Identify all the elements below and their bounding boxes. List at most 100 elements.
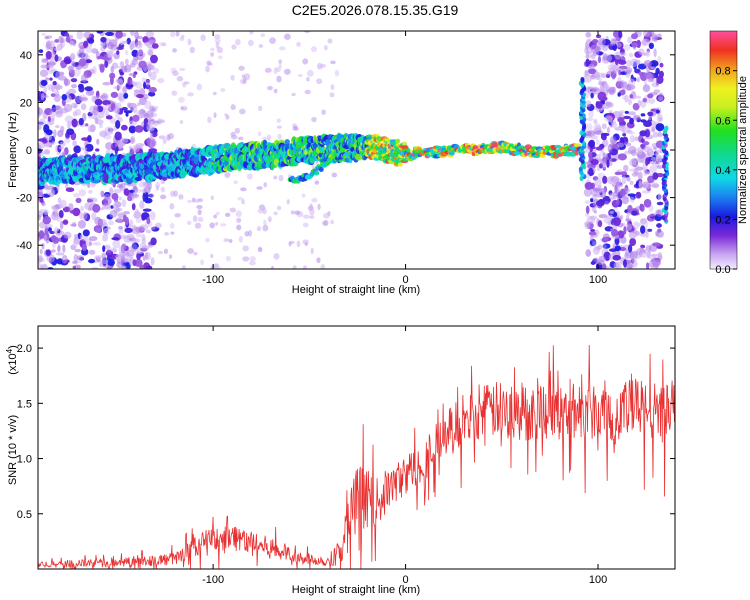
spectral-blob xyxy=(114,131,122,141)
spectral-blob xyxy=(127,195,133,202)
spectral-blob xyxy=(582,117,587,123)
spectral-blob xyxy=(99,41,106,47)
spectral-blob xyxy=(617,117,625,123)
spectrogram-y-axis-title: Frequency (Hz) xyxy=(7,112,19,188)
spectral-blob xyxy=(195,199,200,203)
spectral-blob xyxy=(150,211,156,221)
spectral-blob xyxy=(625,223,633,231)
spectral-blob xyxy=(590,198,594,203)
spectral-blob xyxy=(95,255,103,259)
spectral-blob xyxy=(105,115,113,120)
spectral-blob xyxy=(146,217,151,225)
spectral-blob xyxy=(263,181,268,188)
spectral-blob xyxy=(630,210,638,216)
spectral-blob xyxy=(642,38,650,46)
spectral-blob xyxy=(397,162,404,167)
spectral-blob xyxy=(288,241,292,247)
spectral-blob xyxy=(139,142,144,151)
spectral-blob xyxy=(124,58,129,66)
spectral-blob xyxy=(597,244,603,250)
spectral-blob xyxy=(79,212,83,220)
colorbar-tick-label: 0.6 xyxy=(715,115,730,127)
spectral-blob xyxy=(142,192,146,202)
spectral-blob xyxy=(629,237,637,247)
spectral-blob xyxy=(648,42,654,50)
spectral-blob xyxy=(609,136,617,145)
spectral-blob xyxy=(647,175,655,184)
spectral-blob xyxy=(262,224,269,232)
spectral-blob xyxy=(215,211,220,216)
spectral-blob xyxy=(102,203,111,210)
spectral-blob xyxy=(124,50,129,55)
spectral-blob xyxy=(620,171,628,176)
spectral-blob xyxy=(38,261,41,269)
spectral-blob xyxy=(196,83,203,91)
spectral-blob xyxy=(128,125,137,134)
spectral-blob xyxy=(316,78,323,85)
spectral-blob xyxy=(96,31,104,34)
spectral-blob xyxy=(145,229,152,234)
spectral-blob xyxy=(72,239,78,249)
spectral-blob xyxy=(262,139,268,149)
spectral-blob xyxy=(67,88,77,95)
spectral-blob xyxy=(122,40,128,44)
spectral-blob xyxy=(143,81,147,90)
spectral-blob xyxy=(118,226,124,230)
spectral-blob xyxy=(602,175,608,184)
spectral-blob xyxy=(229,207,237,213)
spectral-blob xyxy=(291,92,296,97)
spectral-blob xyxy=(47,70,54,75)
spectral-blob xyxy=(329,92,335,98)
spectral-blob xyxy=(112,239,121,249)
spectral-blob xyxy=(183,81,190,85)
spectral-blob xyxy=(142,188,147,195)
spectral-blob xyxy=(153,105,159,110)
spectral-blob xyxy=(600,134,606,140)
spectral-blob xyxy=(627,204,633,214)
spectral-blob xyxy=(117,207,123,212)
spectral-blob xyxy=(652,131,659,138)
spectral-blob xyxy=(86,198,94,203)
spectral-blob xyxy=(155,181,161,189)
spectral-blob xyxy=(141,234,146,242)
spectral-blob xyxy=(133,89,140,93)
spectral-blob xyxy=(656,156,662,164)
spectral-blob xyxy=(248,229,253,237)
spectral-blob xyxy=(624,110,629,114)
spectral-blob xyxy=(618,31,623,39)
spectral-blob xyxy=(643,120,652,128)
spectral-blob xyxy=(149,71,157,81)
spectral-blob xyxy=(56,258,64,265)
spectral-blob xyxy=(169,203,175,210)
spectral-blob xyxy=(71,260,78,265)
spectral-blob xyxy=(98,112,105,119)
spectral-blob xyxy=(617,153,627,161)
spectral-blob xyxy=(173,190,178,197)
spectral-blob xyxy=(235,210,242,218)
spectral-blob xyxy=(315,161,319,165)
spectral-blob xyxy=(637,171,643,180)
spectral-blob xyxy=(600,158,606,167)
spectral-blob xyxy=(107,41,114,50)
spectral-blob xyxy=(657,251,662,257)
spectral-blob xyxy=(588,167,594,177)
spectral-blob xyxy=(92,107,100,116)
spectral-blob xyxy=(102,81,111,86)
spectral-blob xyxy=(51,205,60,211)
spectral-blob xyxy=(580,77,585,83)
spectral-blob xyxy=(44,35,50,40)
spectral-blob xyxy=(39,197,44,203)
spectral-blob xyxy=(126,250,135,257)
spectral-blob xyxy=(124,216,130,226)
spectral-blob xyxy=(95,227,102,233)
spectral-blob xyxy=(638,48,645,55)
spectral-blob xyxy=(213,112,217,118)
spectral-blob xyxy=(72,140,78,147)
spectral-blob xyxy=(191,197,196,203)
spectrogram-y-tick-label: 0 xyxy=(26,145,32,157)
spectral-blob xyxy=(187,38,192,46)
spectral-blob xyxy=(585,123,593,131)
spectral-blob xyxy=(164,232,170,236)
spectral-blob xyxy=(110,91,119,98)
